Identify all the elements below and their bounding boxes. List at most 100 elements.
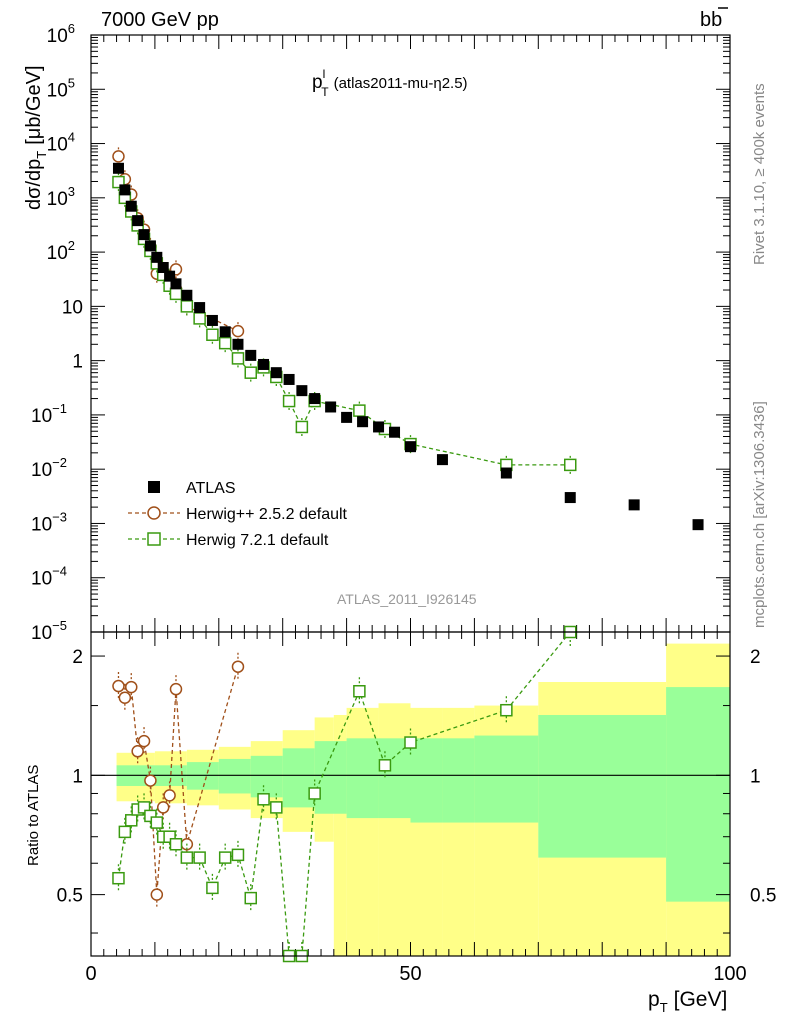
x-tick-label: 100: [713, 963, 746, 985]
atlas-data-point: [112, 162, 124, 174]
atlas-data-point: [232, 338, 244, 350]
herwigpp-ratio-point: [112, 679, 125, 693]
y-tick-label: 10−1: [31, 401, 67, 427]
atlas-data-point: [309, 393, 321, 405]
rivet-label: Rivet 3.1.10, ≥ 400k events: [751, 83, 768, 265]
herwig7-ratio-point: [180, 851, 194, 864]
y-tick-exponent: −1: [52, 401, 67, 416]
atlas-data-point: [325, 401, 337, 413]
herwig7-point: [169, 287, 183, 301]
y-tick-base: 10: [31, 406, 52, 427]
atlas-data-point: [157, 262, 169, 274]
atlas-data-point: [181, 289, 193, 301]
x-tick-label: 0: [85, 963, 96, 985]
title-tag: (atlas2011-mu-η2.5): [334, 75, 468, 92]
herwig7-ratio-point: [118, 825, 132, 839]
herwig7-ratio-point: [404, 736, 417, 749]
y-tick-base: 10: [47, 80, 68, 101]
y-tick-label: 10−4: [31, 564, 67, 590]
analysis-watermark: ATLAS_2011_I926145: [337, 591, 477, 607]
legend-herwig7-marker: [147, 532, 161, 546]
herwig7-ratio-point: [218, 851, 232, 864]
x-axis-title: pT [GeV]: [648, 988, 727, 1015]
atlas-data-point: [258, 358, 270, 370]
stat-uncertainty-band: [410, 738, 443, 823]
herwigpp-point: [231, 324, 245, 338]
title-sub: T: [321, 85, 329, 99]
herwigpp-ratio-point: [169, 682, 183, 696]
y-title-unit: [μb/GeV]: [23, 65, 45, 144]
y-tick-exponent: 3: [68, 184, 75, 199]
herwig7-ratio-point: [193, 851, 206, 864]
y-tick-exponent: −4: [52, 564, 67, 579]
atlas-data-point: [564, 492, 576, 504]
plot-title: pl T (atlas2011-mu-η2.5): [312, 67, 468, 99]
legend-atlas-marker: [148, 481, 160, 493]
atlas-data-point: [296, 385, 308, 397]
atlas-data-point: [692, 519, 704, 531]
y-tick-label: 10−5: [31, 618, 67, 644]
process-bbar: b: [711, 9, 722, 31]
herwig7-ratio-point: [137, 801, 151, 814]
y-tick-base: 10: [31, 569, 52, 590]
herwig7-ratio-point: [231, 848, 245, 862]
herwig7-ratio-point: [378, 759, 392, 772]
energy-label: 7000 GeV pp: [101, 9, 219, 31]
x-title-unit: [GeV]: [674, 988, 728, 1011]
herwig7-ratio-point: [308, 787, 321, 800]
stat-uncertainty-band: [442, 738, 475, 823]
herwig7-point: [218, 336, 232, 350]
y-tick-base: 10: [47, 189, 68, 210]
y-tick-base: 10: [47, 243, 68, 264]
herwig7-point: [193, 312, 206, 325]
herwig7-ratio-point: [500, 703, 513, 717]
ratio-tick-label: 1: [72, 766, 83, 787]
y-tick-label: 1: [72, 352, 83, 373]
y-title-dsig: dσ/dp: [23, 159, 45, 210]
herwig7-ratio-line: [117, 631, 571, 957]
y-tick-label: 104: [47, 130, 75, 156]
x-tick-label: 50: [399, 963, 421, 985]
process-label: bb: [700, 9, 722, 31]
x-title-base: p: [648, 988, 660, 1011]
main-plot-layer: [112, 147, 704, 531]
atlas-data-point: [628, 499, 640, 511]
herwigpp-ratio-point: [144, 774, 157, 787]
y-tick-exponent: −3: [52, 509, 67, 524]
atlas-data-point: [119, 184, 131, 196]
herwig7-point: [353, 404, 366, 417]
stat-uncertainty-band: [250, 755, 283, 798]
herwigpp-line: [117, 156, 239, 332]
y-tick-label: 106: [47, 21, 75, 47]
herwigpp-ratio-point: [131, 745, 144, 758]
atlas-data-point: [125, 200, 137, 212]
herwig7-ratio-point: [169, 838, 183, 851]
y-tick-exponent: 5: [68, 75, 75, 90]
legend-herwigpp-marker: [147, 506, 161, 520]
y-tick-base: 1: [72, 352, 83, 373]
ratio-uncertainty-bands: [116, 643, 730, 956]
y-tick-base: 10: [31, 623, 52, 644]
x-title-sub: T: [660, 1000, 668, 1015]
y-tick-label: 103: [47, 184, 75, 210]
atlas-data-point: [500, 467, 512, 479]
y-tick-base: 10: [47, 26, 68, 47]
title-base: p: [312, 72, 323, 93]
herwig7-point: [564, 458, 577, 472]
herwigpp-ratio-point: [150, 888, 164, 901]
y-title-sub: T: [34, 151, 49, 159]
atlas-data-point: [151, 251, 163, 263]
ratio-tick-label-right: 0.5: [750, 886, 776, 907]
atlas-data-point: [194, 302, 206, 314]
y-tick-base: 10: [47, 135, 68, 156]
atlas-data-point: [138, 229, 150, 241]
ratio-tick-label: 0.5: [57, 886, 83, 907]
atlas-data-point: [283, 373, 295, 385]
title-sup: l: [323, 67, 326, 81]
y-tick-label: 10−2: [31, 455, 67, 481]
y-tick-exponent: −5: [52, 618, 67, 633]
atlas-data-point: [144, 240, 156, 252]
herwig7-point: [206, 328, 219, 341]
atlas-data-point: [164, 270, 176, 282]
atlas-data-point: [389, 426, 401, 438]
